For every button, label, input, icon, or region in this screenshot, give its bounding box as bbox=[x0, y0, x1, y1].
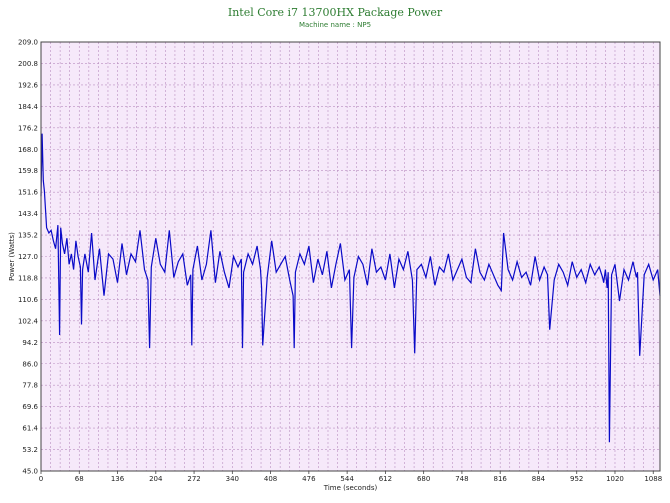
y-tick-label: 209.0 bbox=[18, 39, 38, 47]
x-tick-label: 68 bbox=[75, 475, 84, 483]
x-tick-label: 340 bbox=[226, 475, 239, 483]
y-axis-label: Power (Watts) bbox=[8, 232, 16, 281]
y-tick-label: 127.0 bbox=[18, 253, 38, 261]
x-tick-label: 476 bbox=[302, 475, 316, 483]
plot-frame bbox=[40, 41, 661, 472]
x-tick-label: 1020 bbox=[606, 475, 624, 483]
y-tick-label: 168.0 bbox=[18, 146, 38, 154]
x-tick-label: 272 bbox=[187, 475, 200, 483]
x-tick-label: 136 bbox=[111, 475, 125, 483]
power-series-line bbox=[40, 133, 661, 443]
y-axis-ticks: 45.0 53.2 61.4 69.6 77.8 86.0 94.2 102.4 110.6 11… bbox=[18, 39, 39, 476]
y-tick-label: 102.4 bbox=[18, 317, 39, 325]
y-tick-label: 53.2 bbox=[22, 446, 38, 454]
chart-subtitle: Machine name : NP5 bbox=[298, 21, 372, 29]
x-tick-label: 748 bbox=[455, 475, 468, 483]
x-axis-ticks: 0 68 136 204 272 340 408 476 544 612 680 748 816 884 9… bbox=[39, 471, 662, 483]
y-tick-label: 159.8 bbox=[18, 167, 38, 175]
x-tick-label: 816 bbox=[493, 475, 507, 483]
x-tick-label: 544 bbox=[340, 475, 354, 483]
x-tick-label: 1088 bbox=[644, 475, 662, 483]
x-tick-label: 0 bbox=[39, 475, 43, 483]
y-tick-label: 118.8 bbox=[18, 274, 38, 282]
x-axis-label: Time (seconds) bbox=[323, 484, 378, 492]
x-tick-label: 204 bbox=[149, 475, 163, 483]
y-tick-label: 45.0 bbox=[22, 468, 38, 476]
y-tick-label: 176.2 bbox=[18, 124, 38, 132]
x-tick-label: 408 bbox=[264, 475, 277, 483]
x-tick-label: 680 bbox=[417, 475, 430, 483]
y-tick-label: 135.2 bbox=[18, 232, 38, 240]
y-tick-label: 77.8 bbox=[22, 382, 38, 390]
y-tick-label: 143.4 bbox=[18, 210, 39, 218]
y-tick-label: 94.2 bbox=[22, 339, 38, 347]
y-tick-label: 192.6 bbox=[18, 81, 39, 89]
y-tick-label: 110.6 bbox=[18, 296, 39, 304]
y-tick-label: 69.6 bbox=[22, 403, 38, 411]
x-tick-label: 952 bbox=[570, 475, 583, 483]
x-tick-label: 612 bbox=[379, 475, 392, 483]
y-tick-label: 86.0 bbox=[22, 360, 38, 368]
y-tick-label: 184.4 bbox=[18, 103, 39, 111]
y-tick-label: 200.8 bbox=[18, 60, 38, 68]
y-tick-label: 151.6 bbox=[18, 189, 39, 197]
chart-title: Intel Core i7 13700HX Package Power bbox=[227, 6, 443, 19]
x-tick-label: 884 bbox=[532, 475, 546, 483]
y-tick-label: 61.4 bbox=[22, 425, 38, 433]
